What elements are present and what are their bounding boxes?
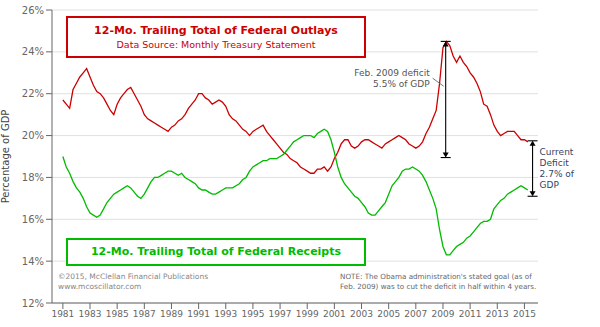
svg-text:20%: 20% xyxy=(22,130,44,141)
svg-text:2015: 2015 xyxy=(513,309,536,319)
svg-text:Percentage of GDP: Percentage of GDP xyxy=(8,110,11,204)
svg-text:16%: 16% xyxy=(22,214,44,225)
svg-text:24%: 24% xyxy=(22,46,44,57)
svg-text:2001: 2001 xyxy=(323,309,346,319)
svg-text:18%: 18% xyxy=(22,172,44,183)
svg-text:CurrentDeficit2.7% ofGDP: CurrentDeficit2.7% ofGDP xyxy=(540,147,575,190)
svg-text:1997: 1997 xyxy=(269,309,292,319)
svg-text:2007: 2007 xyxy=(404,309,427,319)
html-text:12-Mo. Trailing Total of Feder: 12-Mo. Trailing Total of Federal Receipt… xyxy=(90,245,341,258)
html-text:Data Source: Monthly Treasury: Data Source: Monthly Treasury Statement xyxy=(116,38,316,50)
svg-text:1981: 1981 xyxy=(51,309,74,319)
svg-text:26%: 26% xyxy=(22,5,44,16)
svg-text:1991: 1991 xyxy=(187,309,210,319)
svg-text:1985: 1985 xyxy=(106,309,129,319)
svg-text:12%: 12% xyxy=(22,298,44,309)
html-text:©2015, McClellan Financial Pub: ©2015, McClellan Financial Publications … xyxy=(58,272,209,291)
svg-text:Feb. 2009 deficit5.5% of GDP: Feb. 2009 deficit5.5% of GDP xyxy=(354,68,430,89)
svg-text:2013: 2013 xyxy=(486,309,509,319)
svg-text:2011: 2011 xyxy=(459,309,482,319)
svg-text:2003: 2003 xyxy=(350,309,373,319)
svg-text:1989: 1989 xyxy=(160,309,183,319)
svg-text:22%: 22% xyxy=(22,88,44,99)
svg-text:1993: 1993 xyxy=(214,309,237,319)
svg-text:2009: 2009 xyxy=(432,309,455,319)
svg-text:2005: 2005 xyxy=(377,309,400,319)
svg-text:1983: 1983 xyxy=(79,309,102,319)
svg-text:1987: 1987 xyxy=(133,309,156,319)
html-text:12-Mo. Trailing Total of Feder: 12-Mo. Trailing Total of Federal Outlays xyxy=(94,23,338,37)
svg-text:14%: 14% xyxy=(22,256,44,267)
html-text:NOTE: The Obama administration: NOTE: The Obama administration's stated … xyxy=(340,272,537,291)
svg-text:1995: 1995 xyxy=(241,309,264,319)
svg-text:1999: 1999 xyxy=(296,309,319,319)
